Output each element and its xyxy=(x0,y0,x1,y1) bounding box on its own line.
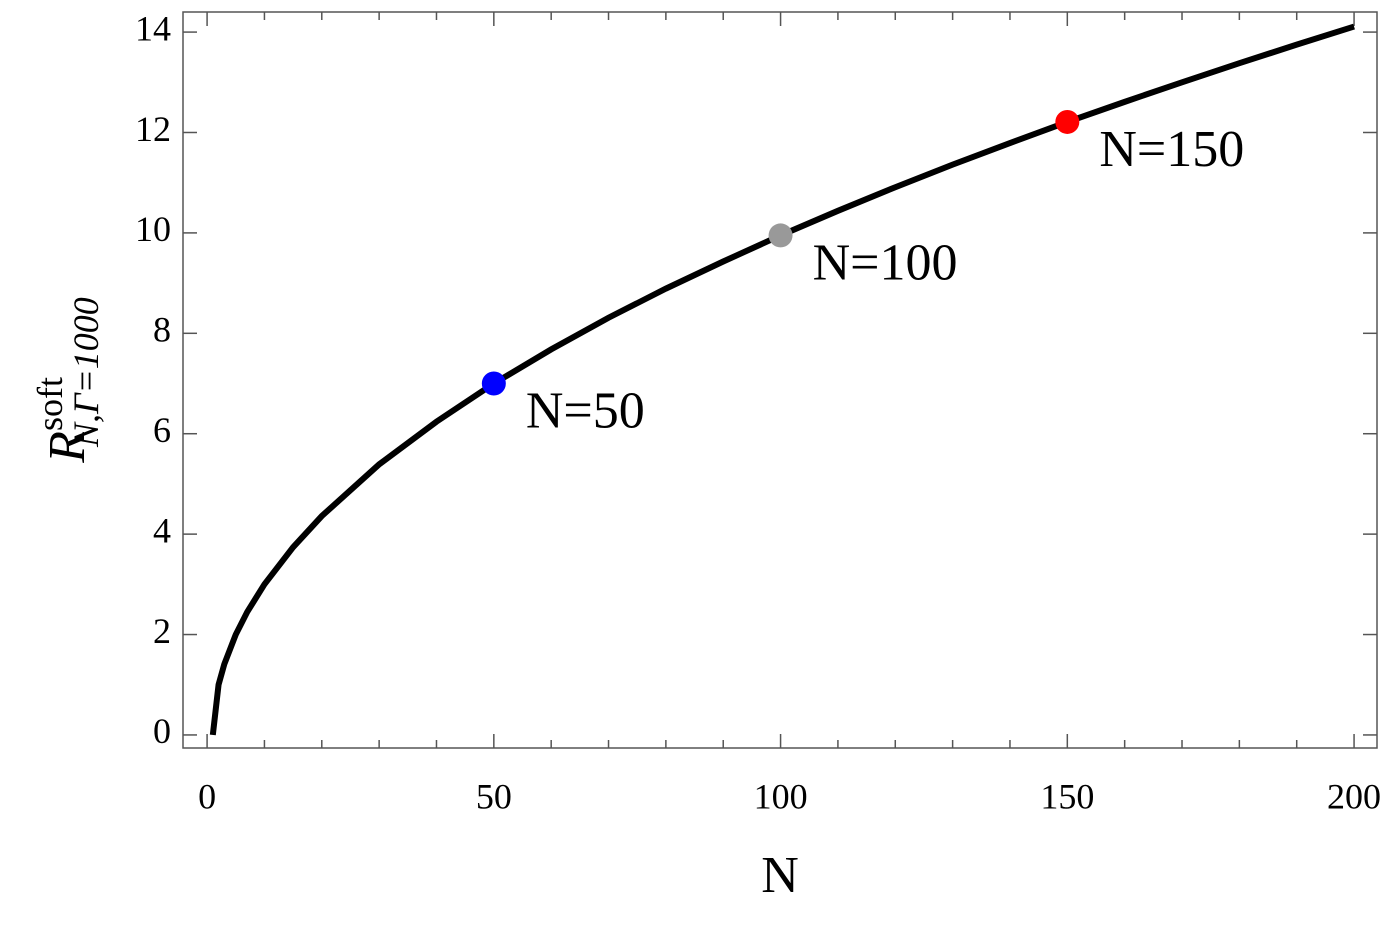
y-tick-label: 6 xyxy=(153,410,171,450)
y-label-main: R xyxy=(39,431,96,464)
y-tick-label: 2 xyxy=(153,611,171,651)
point-annotation: N=50 xyxy=(526,382,645,439)
y-tick-label: 14 xyxy=(135,8,171,48)
curve xyxy=(209,23,1355,736)
y-axis-label: RsoftN,Γ=1000 xyxy=(30,297,106,464)
y-label-sup: soft xyxy=(30,377,70,431)
highlight-point xyxy=(1055,109,1080,134)
x-tick-label: 0 xyxy=(198,776,216,816)
y-tick-label: 4 xyxy=(153,510,171,550)
highlight-point xyxy=(768,223,793,248)
x-tick-label: 150 xyxy=(1040,776,1094,816)
x-axis-label: N xyxy=(761,847,799,904)
y-tick-label: 0 xyxy=(153,711,171,751)
point-annotation: N=100 xyxy=(813,234,958,291)
x-tick-label: 200 xyxy=(1327,776,1381,816)
y-tick-label: 12 xyxy=(135,109,171,149)
x-tick-label: 100 xyxy=(754,776,808,816)
highlight-point xyxy=(481,371,506,396)
y-tick-label: 8 xyxy=(153,310,171,350)
point-annotation: N=150 xyxy=(1099,121,1244,178)
y-label-sub: N,Γ=1000 xyxy=(66,297,106,448)
y-tick-label: 10 xyxy=(135,209,171,249)
x-tick-label: 50 xyxy=(476,776,512,816)
